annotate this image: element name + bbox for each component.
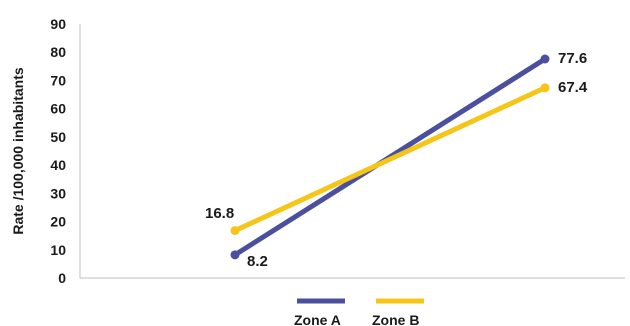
legend: Zone A Zone B bbox=[294, 298, 424, 326]
data-label: 67.4 bbox=[558, 79, 588, 96]
data-label: 8.2 bbox=[247, 253, 268, 270]
y-tick-label: 80 bbox=[50, 44, 66, 60]
data-label: 77.6 bbox=[558, 50, 587, 67]
y-tick-label: 60 bbox=[50, 101, 66, 117]
legend-label: Zone A bbox=[294, 312, 341, 326]
y-axis-title: Rate /100,000 inhabitants bbox=[10, 67, 26, 235]
series-group: 8.2 77.6 16.8 67.4 bbox=[205, 50, 588, 270]
legend-label: Zone B bbox=[372, 312, 419, 326]
y-tick-label: 40 bbox=[50, 157, 66, 173]
y-tick-label: 90 bbox=[50, 16, 66, 32]
y-axis-ticks: 0 10 20 30 40 50 60 70 80 90 bbox=[50, 16, 66, 286]
data-point bbox=[540, 54, 550, 64]
y-tick-label: 30 bbox=[50, 185, 66, 201]
y-tick-label: 0 bbox=[58, 270, 66, 286]
y-tick-label: 20 bbox=[50, 214, 66, 230]
data-label: 16.8 bbox=[205, 205, 234, 222]
y-tick-label: 10 bbox=[50, 242, 66, 258]
y-tick-label: 70 bbox=[50, 72, 66, 88]
data-point bbox=[230, 226, 240, 236]
y-tick-label: 50 bbox=[50, 129, 66, 145]
data-point bbox=[230, 250, 240, 260]
data-point bbox=[540, 83, 550, 93]
series-line-zone-b bbox=[232, 85, 548, 234]
